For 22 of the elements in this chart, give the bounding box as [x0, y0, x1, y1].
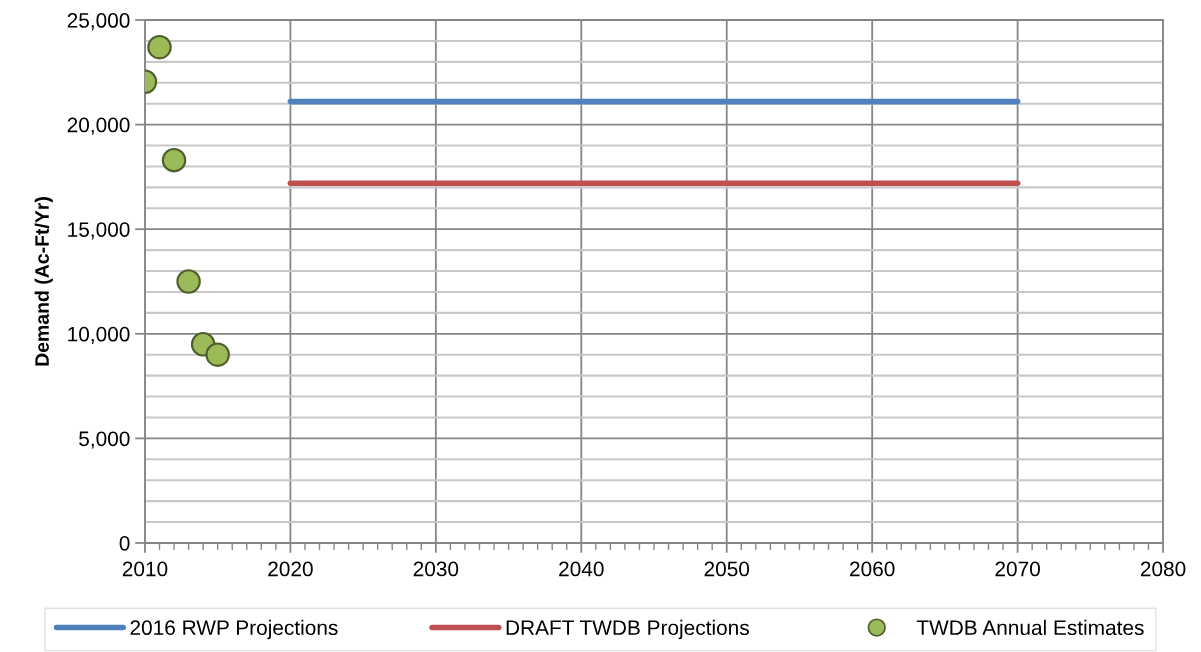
x-tick-label: 2020: [268, 561, 313, 577]
legend-label: 2016 RWP Projections: [130, 619, 338, 640]
point: [205, 342, 230, 367]
x-tick-label: 2030: [413, 561, 459, 577]
point: [161, 147, 187, 173]
y-tick-label: 0: [119, 535, 130, 551]
x-tick-label: 2040: [559, 561, 604, 577]
y-tick-label: 25,000: [67, 13, 130, 31]
legend-label: DRAFT TWDB Projections: [506, 619, 749, 640]
y-tick-label: 20,000: [67, 117, 130, 135]
y-axis-title: Demand (Ac-Ft/Yr): [34, 197, 53, 366]
x-tick-label: 2060: [850, 561, 895, 577]
point: [176, 269, 201, 294]
point: [147, 34, 172, 60]
legend-label: TWDB Annual Estimates: [916, 619, 1144, 636]
y-tick-label: 5,000: [79, 431, 130, 449]
y-tick-label: 10,000: [68, 326, 130, 345]
y-tick-label: 15,000: [68, 222, 130, 240]
x-tick-label: 2010: [122, 561, 168, 577]
x-tick-label: 2050: [704, 561, 750, 577]
x-tick-label: 2080: [1140, 561, 1186, 577]
x-tick-label: 2070: [995, 561, 1040, 577]
